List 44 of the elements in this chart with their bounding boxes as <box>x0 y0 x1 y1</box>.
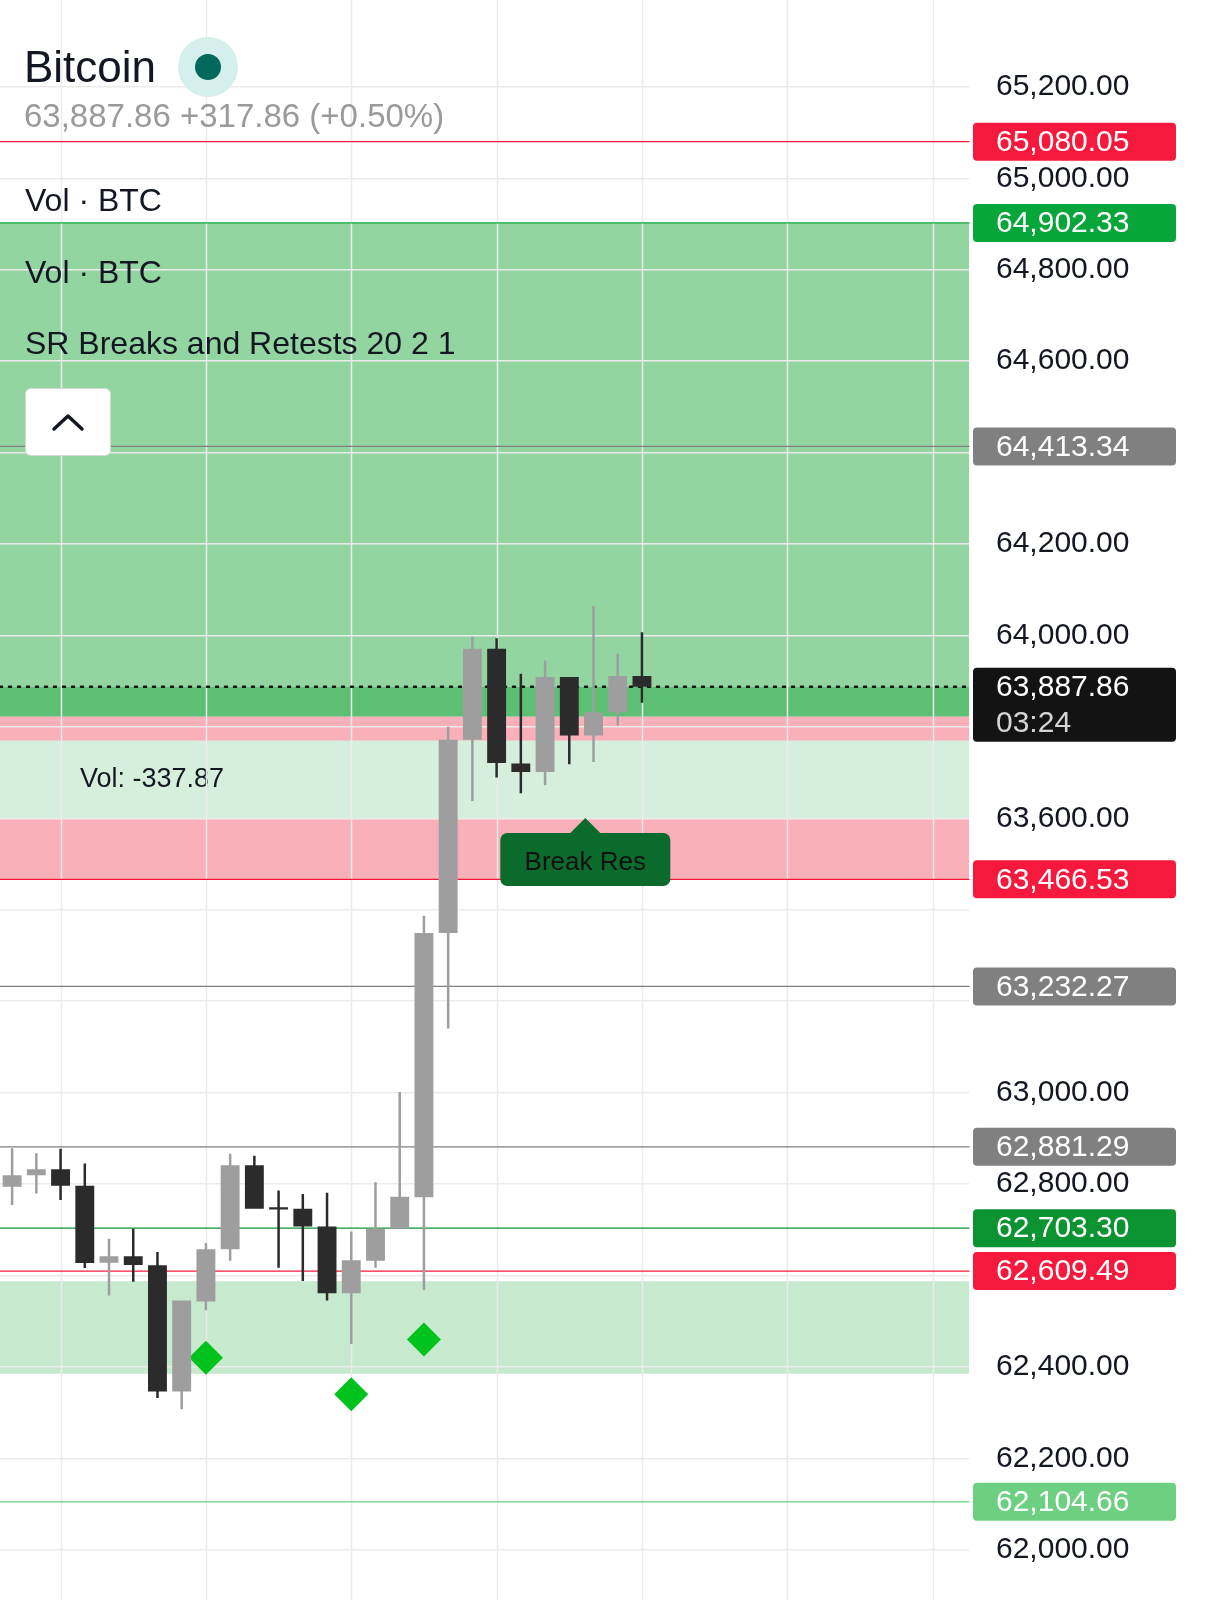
ref-line-label: 62,703.30 <box>996 1210 1130 1244</box>
ref-line-label: 62,104.66 <box>996 1484 1130 1518</box>
annotation: Vol · BTC <box>25 181 162 220</box>
annotation: SR Breaks and Retests 20 2 1 <box>25 324 456 363</box>
y-tick-label: 62,000.00 <box>996 1530 1130 1564</box>
text: 63,887.86 +317.86 (+0.50%) <box>24 96 446 136</box>
candlestick <box>366 1182 385 1268</box>
y-tick-label: 62,800.00 <box>996 1165 1130 1199</box>
band-label: Vol: -337.87 <box>80 762 225 793</box>
y-tick-label: 65,200.00 <box>996 68 1130 102</box>
y-tick-label: 64,200.00 <box>996 525 1130 559</box>
candlestick <box>608 653 628 726</box>
candlestick <box>341 1231 361 1344</box>
candlestick <box>462 636 482 801</box>
candlestick <box>26 1153 46 1194</box>
ref-line-label: 64,413.34 <box>996 428 1130 462</box>
candlestick <box>269 1190 289 1268</box>
y-tick-label: 63,600.00 <box>996 799 1130 833</box>
y-tick-label: 64,600.00 <box>996 342 1130 376</box>
y-tick-label: 64,800.00 <box>996 250 1130 284</box>
y-tick-label: 62,400.00 <box>996 1348 1130 1382</box>
candlestick <box>390 1092 410 1229</box>
ref-line-label: 63,466.53 <box>996 861 1130 895</box>
point <box>334 1377 369 1412</box>
ref-line-label: 65,080.05 <box>996 123 1130 157</box>
ref-line-label: 62,609.49 <box>996 1253 1130 1287</box>
ref-line-label: 63,887.86 03:24 <box>996 668 1130 738</box>
annotation: Vol · BTC <box>25 252 162 292</box>
point <box>406 1322 441 1357</box>
point <box>188 1340 223 1375</box>
annotation: Break Res <box>500 833 670 887</box>
ref-line-label: 62,881.29 <box>996 1129 1130 1163</box>
ref-line-label: 64,902.33 <box>996 205 1130 239</box>
y-tick-label: 65,000.00 <box>996 159 1130 193</box>
y-tick-label: 63,000.00 <box>996 1073 1130 1107</box>
candlestick <box>559 677 579 765</box>
candlestick <box>148 1252 167 1398</box>
candlestick <box>51 1148 71 1200</box>
candlestick <box>584 606 603 763</box>
text: Bitcoin <box>24 41 157 93</box>
candlestick <box>244 1155 264 1209</box>
y-tick-label: 64,000.00 <box>996 616 1130 650</box>
y-tick-label: 62,200.00 <box>996 1439 1130 1473</box>
ref-line-label: 63,232.27 <box>996 968 1130 1002</box>
